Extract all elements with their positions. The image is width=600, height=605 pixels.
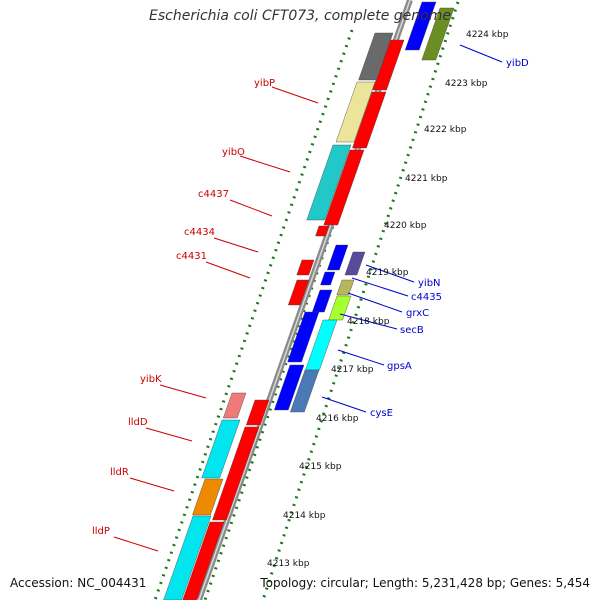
leader-line-right — [339, 313, 398, 330]
gene-feature-block — [273, 364, 305, 411]
gene-feature-block — [305, 319, 338, 371]
scale-label: 4217 kbp — [331, 365, 374, 375]
gene-feature-block — [328, 295, 352, 321]
dotted-guides — [153, 1, 460, 601]
label-leader-lines — [113, 44, 503, 552]
gene-label-left: yibK — [140, 374, 162, 385]
leader-line-right — [351, 277, 409, 297]
gene-feature-block — [404, 1, 437, 51]
gene-label-right: yibD — [506, 58, 529, 69]
gene-label-right: c4435 — [411, 292, 442, 303]
gene-label-left: c4434 — [184, 227, 215, 238]
leader-line-left — [113, 536, 159, 552]
gene-feature-block — [320, 271, 336, 286]
dotted-guide-line — [261, 1, 460, 601]
scale-labels: 4224 kbp 4223 kbp 4222 kbp 4221 kbp 4220 kbp… — [267, 30, 509, 569]
gene-labels: yibP yibO c4437 c4434 c4431 yibK lldD lldR lldP y… — [92, 58, 529, 537]
gene-label-left: lldD — [128, 417, 148, 428]
leader-line-left — [159, 384, 207, 399]
gene-feature-block — [315, 225, 330, 237]
gene-label-left: lldP — [92, 526, 110, 537]
scale-label: 4213 kbp — [267, 559, 310, 569]
gene-label-right: cysE — [370, 408, 393, 419]
gene-feature-block — [201, 419, 241, 479]
leader-line-left — [129, 477, 175, 492]
accession-text: Accession: NC_004431 — [10, 576, 147, 590]
leader-line-left — [205, 261, 251, 279]
gene-feature-block — [336, 279, 355, 296]
gene-feature-block — [326, 244, 349, 271]
gene-feature-block — [212, 426, 260, 521]
gene-feature-block — [290, 369, 320, 413]
gene-feature-block — [421, 7, 455, 61]
gene-label-left: yibP — [254, 78, 275, 89]
gene-feature-block — [192, 478, 224, 516]
scale-label: 4221 kbp — [405, 174, 448, 184]
leader-line-left — [145, 427, 193, 442]
gene-label-left: c4431 — [176, 251, 207, 262]
gene-label-left: lldR — [110, 467, 129, 478]
gene-feature-block — [323, 149, 365, 226]
gene-feature-block — [312, 289, 333, 313]
gene-feature-block — [358, 32, 394, 81]
leader-line-left — [229, 199, 273, 217]
gene-feature-block — [335, 81, 376, 143]
gene-label-right: grxC — [406, 308, 429, 319]
leader-line-left — [271, 86, 319, 104]
scale-label: 4224 kbp — [466, 30, 509, 40]
scale-label: 4223 kbp — [445, 79, 488, 89]
gene-feature-block — [287, 311, 320, 363]
scale-label: 4219 kbp — [366, 268, 409, 278]
gene-feature-block — [344, 251, 366, 276]
gene-label-right: secB — [400, 325, 424, 336]
gene-feature-block — [352, 91, 387, 149]
feature-blocks — [163, 1, 455, 601]
gene-feature-block — [296, 259, 315, 276]
scale-label: 4214 kbp — [283, 511, 326, 521]
scale-label: 4218 kbp — [347, 317, 390, 327]
scale-label: 4215 kbp — [299, 462, 342, 472]
gene-feature-block — [245, 399, 270, 426]
leader-line-right — [321, 396, 367, 413]
gene-feature-block — [306, 144, 352, 221]
leader-line-right — [337, 349, 385, 366]
gene-feature-block — [287, 279, 310, 306]
gene-label-right: yibN — [418, 278, 441, 289]
leader-line-left — [213, 237, 259, 253]
gene-label-left: c4437 — [198, 189, 229, 200]
scale-label: 4222 kbp — [424, 125, 467, 135]
leader-line-right — [365, 264, 415, 283]
gene-label-left: yibO — [222, 147, 245, 158]
leader-line-right — [459, 44, 503, 63]
scale-label: 4216 kbp — [316, 414, 359, 424]
genome-summary-text: Topology: circular; Length: 5,231,428 bp… — [260, 576, 590, 590]
map-title: Escherichia coli CFT073, complete genome — [149, 8, 451, 24]
scale-label: 4220 kbp — [384, 221, 427, 231]
leader-line-right — [347, 292, 403, 313]
gene-label-right: gpsA — [387, 361, 412, 372]
gene-feature-block — [222, 392, 247, 419]
leader-line-left — [239, 155, 291, 173]
